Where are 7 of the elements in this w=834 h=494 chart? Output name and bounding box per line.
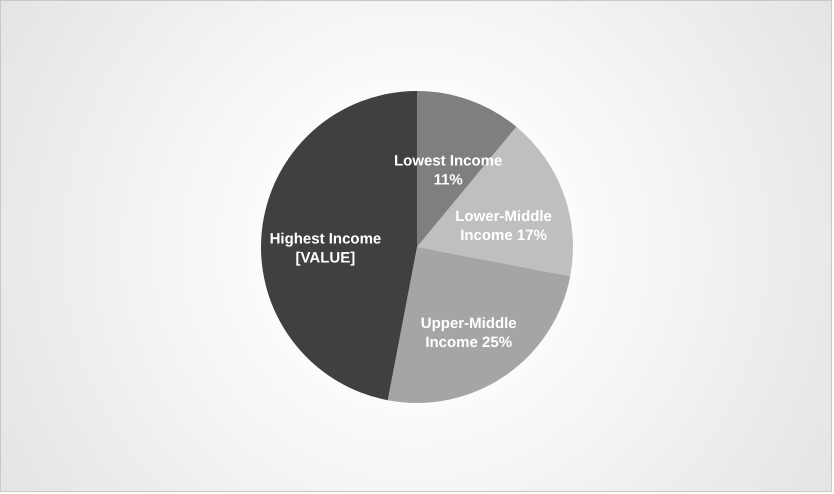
slice-label: Highest Income: [270, 230, 382, 248]
slice-label: Lower-Middle Income 17%: [455, 208, 552, 244]
pie-slice: [388, 247, 570, 403]
data-label: [VALUE]: [296, 249, 356, 266]
data-label: 11%: [434, 171, 463, 188]
slice-label: Lowest Income: [394, 152, 502, 170]
slice-label: Upper-Middle Income 25%: [420, 315, 517, 352]
